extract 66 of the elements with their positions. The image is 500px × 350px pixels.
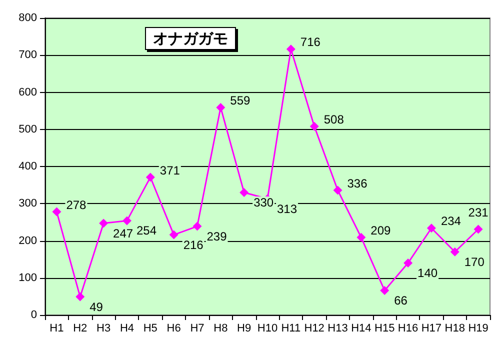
x-tick-label: H11 bbox=[281, 322, 301, 334]
y-tick-label: 700 bbox=[18, 49, 37, 62]
x-tick-label: H12 bbox=[304, 322, 324, 334]
x-tick-label: H19 bbox=[468, 322, 488, 334]
point bbox=[76, 292, 85, 302]
x-tick-label: H6 bbox=[166, 322, 181, 334]
y-tick-label: 300 bbox=[18, 198, 37, 210]
point bbox=[99, 218, 108, 228]
y-tick-label: 800 bbox=[18, 12, 37, 24]
x-tick-label: H14 bbox=[351, 322, 372, 334]
y-tick-label: 600 bbox=[18, 86, 37, 98]
data-label: 254 bbox=[136, 224, 157, 238]
data-label: 247 bbox=[113, 226, 134, 240]
point bbox=[146, 172, 155, 182]
data-label: 216 bbox=[183, 238, 204, 252]
x-tick-label: H3 bbox=[96, 322, 111, 334]
data-label: 209 bbox=[370, 223, 392, 238]
y-tick-label: 200 bbox=[18, 234, 37, 247]
x-tick-label: H4 bbox=[120, 322, 134, 334]
y-tick-label: 100 bbox=[18, 272, 37, 284]
x-tick-label: H10 bbox=[257, 322, 278, 334]
x-tick-label: H15 bbox=[374, 322, 395, 334]
x-tick-label: H16 bbox=[398, 322, 418, 334]
data-label: 330 bbox=[254, 195, 274, 210]
point bbox=[474, 224, 483, 234]
point bbox=[404, 258, 413, 268]
data-label: 170 bbox=[464, 254, 485, 269]
point bbox=[310, 122, 319, 131]
data-label: 559 bbox=[230, 93, 251, 108]
x-tick-label: H9 bbox=[237, 322, 252, 334]
data-label: 336 bbox=[347, 176, 368, 190]
data-label: 371 bbox=[160, 163, 180, 178]
point bbox=[450, 247, 460, 256]
x-tick-label: H8 bbox=[214, 322, 228, 334]
point bbox=[52, 207, 62, 216]
x-tick-label: H13 bbox=[328, 322, 348, 334]
point bbox=[380, 286, 390, 295]
point bbox=[169, 230, 178, 240]
x-tick-label: H17 bbox=[421, 322, 442, 334]
data-label: 313 bbox=[277, 202, 298, 216]
data-label: 49 bbox=[90, 300, 104, 314]
point bbox=[356, 232, 366, 242]
x-tick-label: H18 bbox=[444, 322, 465, 334]
x-tick-label: H2 bbox=[73, 322, 88, 334]
x-tick-label: H7 bbox=[190, 322, 204, 334]
point bbox=[426, 224, 436, 233]
y-tick-label: 500 bbox=[18, 123, 37, 136]
data-label: 239 bbox=[206, 229, 228, 244]
y-tick-label: 0 bbox=[30, 309, 37, 321]
point bbox=[216, 102, 226, 112]
data-label: 231 bbox=[468, 206, 489, 220]
point bbox=[286, 44, 296, 54]
data-label: 140 bbox=[418, 266, 438, 280]
data-label: 508 bbox=[324, 112, 344, 126]
x-tick-label: H5 bbox=[143, 322, 158, 334]
data-label: 278 bbox=[66, 198, 87, 212]
x-tick-label: H1 bbox=[50, 322, 64, 334]
data-label: 234 bbox=[440, 214, 462, 228]
point bbox=[333, 186, 342, 195]
data-label: 716 bbox=[300, 35, 321, 50]
point bbox=[122, 216, 132, 226]
data-label: 66 bbox=[394, 293, 408, 308]
point bbox=[240, 188, 249, 197]
point bbox=[192, 222, 202, 231]
y-tick-label: 400 bbox=[18, 160, 37, 172]
text: オナガガモ bbox=[153, 30, 228, 48]
